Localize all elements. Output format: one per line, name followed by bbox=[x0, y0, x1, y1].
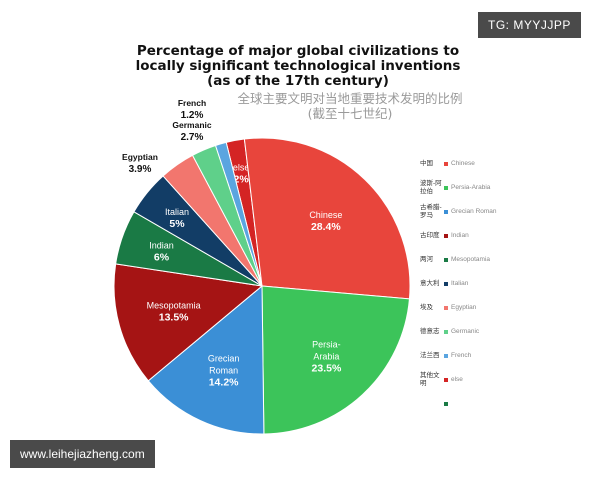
chart-title-line-2: locally significant technological invent… bbox=[135, 58, 461, 74]
legend-label-cn: 埃及 bbox=[420, 304, 433, 311]
slice-label-persia-arabia: Persia-Arabia 23.5% bbox=[312, 339, 342, 374]
legend-label-cn: 波斯-阿拉伯 bbox=[420, 180, 442, 195]
pie-slice-mesopotamia bbox=[113, 263, 264, 382]
legend-item: 中国 Chinese bbox=[420, 152, 500, 176]
pie-slice-chinese bbox=[243, 137, 411, 300]
watermark-bottom: www.leihejiazheng.com bbox=[10, 440, 155, 468]
legend-swatch bbox=[444, 186, 448, 190]
legend-label-en: Chinese bbox=[451, 160, 475, 167]
legend-label-en: Mesopotamia bbox=[451, 256, 491, 263]
pie-slice-french bbox=[214, 141, 263, 287]
legend-item: 法兰西 French bbox=[420, 344, 500, 368]
legend-label-en: Persia-Arabia bbox=[451, 184, 491, 191]
legend-label-en: Grecian Roman bbox=[451, 208, 497, 215]
legend-item: 波斯-阿拉伯 Persia-Arabia bbox=[420, 176, 500, 200]
legend-swatch bbox=[444, 282, 448, 286]
chart-subtitle-cn-line-2: (截至十七世纪) bbox=[307, 106, 393, 121]
legend-label-en: French bbox=[451, 352, 472, 359]
slice-label-germanic: Germanic 2.7% bbox=[172, 120, 211, 143]
pie-slice-grecian-roman bbox=[147, 284, 265, 435]
legend-item: 德意志 Germanic bbox=[420, 320, 500, 344]
legend-item: 埃及 Egyptian bbox=[420, 296, 500, 320]
chart-subtitle-cn-line-1: 全球主要文明对当地重要技术发明的比例 bbox=[237, 91, 463, 106]
legend-label-cn: 古印度 bbox=[420, 232, 440, 239]
chart-title-line-3: (as of the 17th century) bbox=[207, 73, 389, 89]
legend-label-en: else bbox=[451, 376, 463, 383]
legend-swatch bbox=[444, 210, 448, 214]
legend-label-en: Egyptian bbox=[451, 304, 477, 311]
legend-swatch bbox=[444, 402, 448, 406]
legend-item: 两河 Mesopotamia bbox=[420, 248, 500, 272]
legend-label-en: Italian bbox=[451, 280, 469, 287]
legend-label-cn: 法兰西 bbox=[420, 352, 440, 359]
chart-title-line-1: Percentage of major global civilizations… bbox=[136, 43, 460, 59]
slice-label-indian: Indian 6% bbox=[149, 241, 174, 264]
legend-label-cn: 中国 bbox=[420, 160, 433, 167]
legend-label-cn: 德意志 bbox=[420, 328, 440, 335]
legend-item: 古希腊-罗马 Grecian Roman bbox=[420, 200, 500, 224]
legend-item bbox=[420, 392, 500, 416]
legend-label-en: Indian bbox=[451, 232, 469, 239]
legend-swatch bbox=[444, 354, 448, 358]
legend-label-en: Germanic bbox=[451, 328, 480, 335]
slice-label-egyptian: Egyptian 3.9% bbox=[122, 152, 158, 175]
legend-swatch bbox=[444, 258, 448, 262]
chart-subtitle-cn: 全球主要文明对当地重要技术发明的比例 (截至十七世纪) bbox=[200, 91, 500, 121]
watermark-top: TG: MYYJJPP bbox=[478, 12, 581, 38]
slice-label-else: else 2% bbox=[233, 162, 250, 185]
legend-item: 意大利 Italian bbox=[420, 272, 500, 296]
legend-swatch bbox=[444, 378, 448, 382]
slice-label-italian: Italian 5% bbox=[165, 207, 189, 230]
legend-swatch bbox=[444, 306, 448, 310]
slice-label-french: French 1.2% bbox=[178, 98, 206, 121]
slice-label-mesopotamia: Mesopotamia 13.5% bbox=[147, 301, 201, 324]
legend-item: 古印度 Indian bbox=[420, 224, 500, 248]
chart-legend: 中国 Chinese 波斯-阿拉伯 Persia-Arabia 古希腊-罗马 Grecia… bbox=[420, 152, 500, 416]
chart-title: Percentage of major global civilizations… bbox=[128, 44, 468, 89]
pie-slice-persia-arabia bbox=[261, 285, 410, 435]
slice-label-grecian-roman: Grecian Roman 14.2% bbox=[208, 353, 240, 388]
slice-label-chinese: Chinese 28.4% bbox=[309, 210, 342, 233]
legend-item: 其他文明 else bbox=[420, 368, 500, 392]
legend-label-cn: 其他文明 bbox=[420, 372, 440, 387]
legend-swatch bbox=[444, 162, 448, 166]
legend-swatch bbox=[444, 330, 448, 334]
legend-label-cn: 两河 bbox=[420, 256, 433, 263]
legend-swatch bbox=[444, 234, 448, 238]
legend-label-cn: 古希腊-罗马 bbox=[420, 204, 442, 219]
legend-label-cn: 意大利 bbox=[420, 280, 440, 287]
